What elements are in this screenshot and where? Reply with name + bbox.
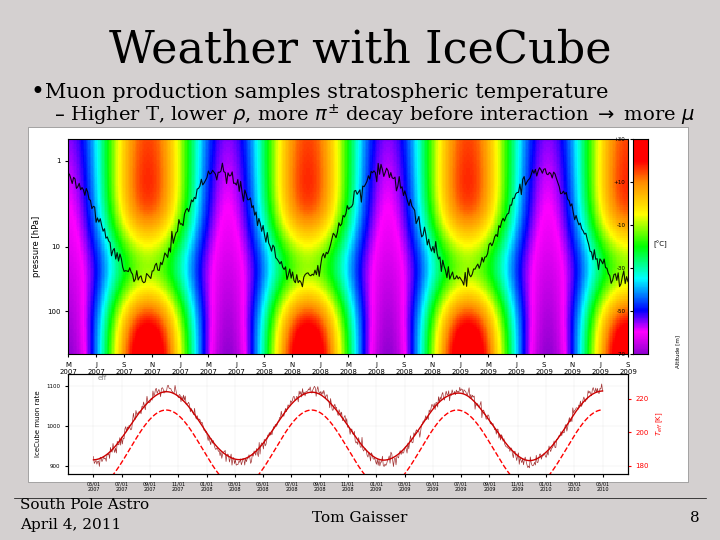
Text: –: – (55, 105, 65, 125)
Text: Tom Gaisser: Tom Gaisser (312, 511, 408, 525)
Text: Higher T, lower $\rho$, more $\pi^{\pm}$ decay before interaction $\rightarrow$ : Higher T, lower $\rho$, more $\pi^{\pm}$… (70, 103, 695, 127)
FancyBboxPatch shape (28, 127, 688, 482)
Text: 8: 8 (690, 511, 700, 525)
Y-axis label: IceCube muon rate: IceCube muon rate (35, 390, 41, 457)
Text: Muon production samples stratospheric temperature: Muon production samples stratospheric te… (45, 83, 608, 102)
Text: eff: eff (98, 375, 107, 381)
Text: •: • (30, 80, 44, 104)
Y-axis label: pressure [hPa]: pressure [hPa] (32, 216, 41, 277)
Text: Weather with IceCube: Weather with IceCube (109, 29, 611, 72)
Text: [°C]: [°C] (653, 241, 667, 248)
Text: South Pole Astro
April 4, 2011: South Pole Astro April 4, 2011 (20, 498, 149, 532)
Y-axis label: $T_{eff}$ [K]: $T_{eff}$ [K] (654, 411, 665, 436)
Text: Altitude [m]: Altitude [m] (675, 335, 680, 368)
